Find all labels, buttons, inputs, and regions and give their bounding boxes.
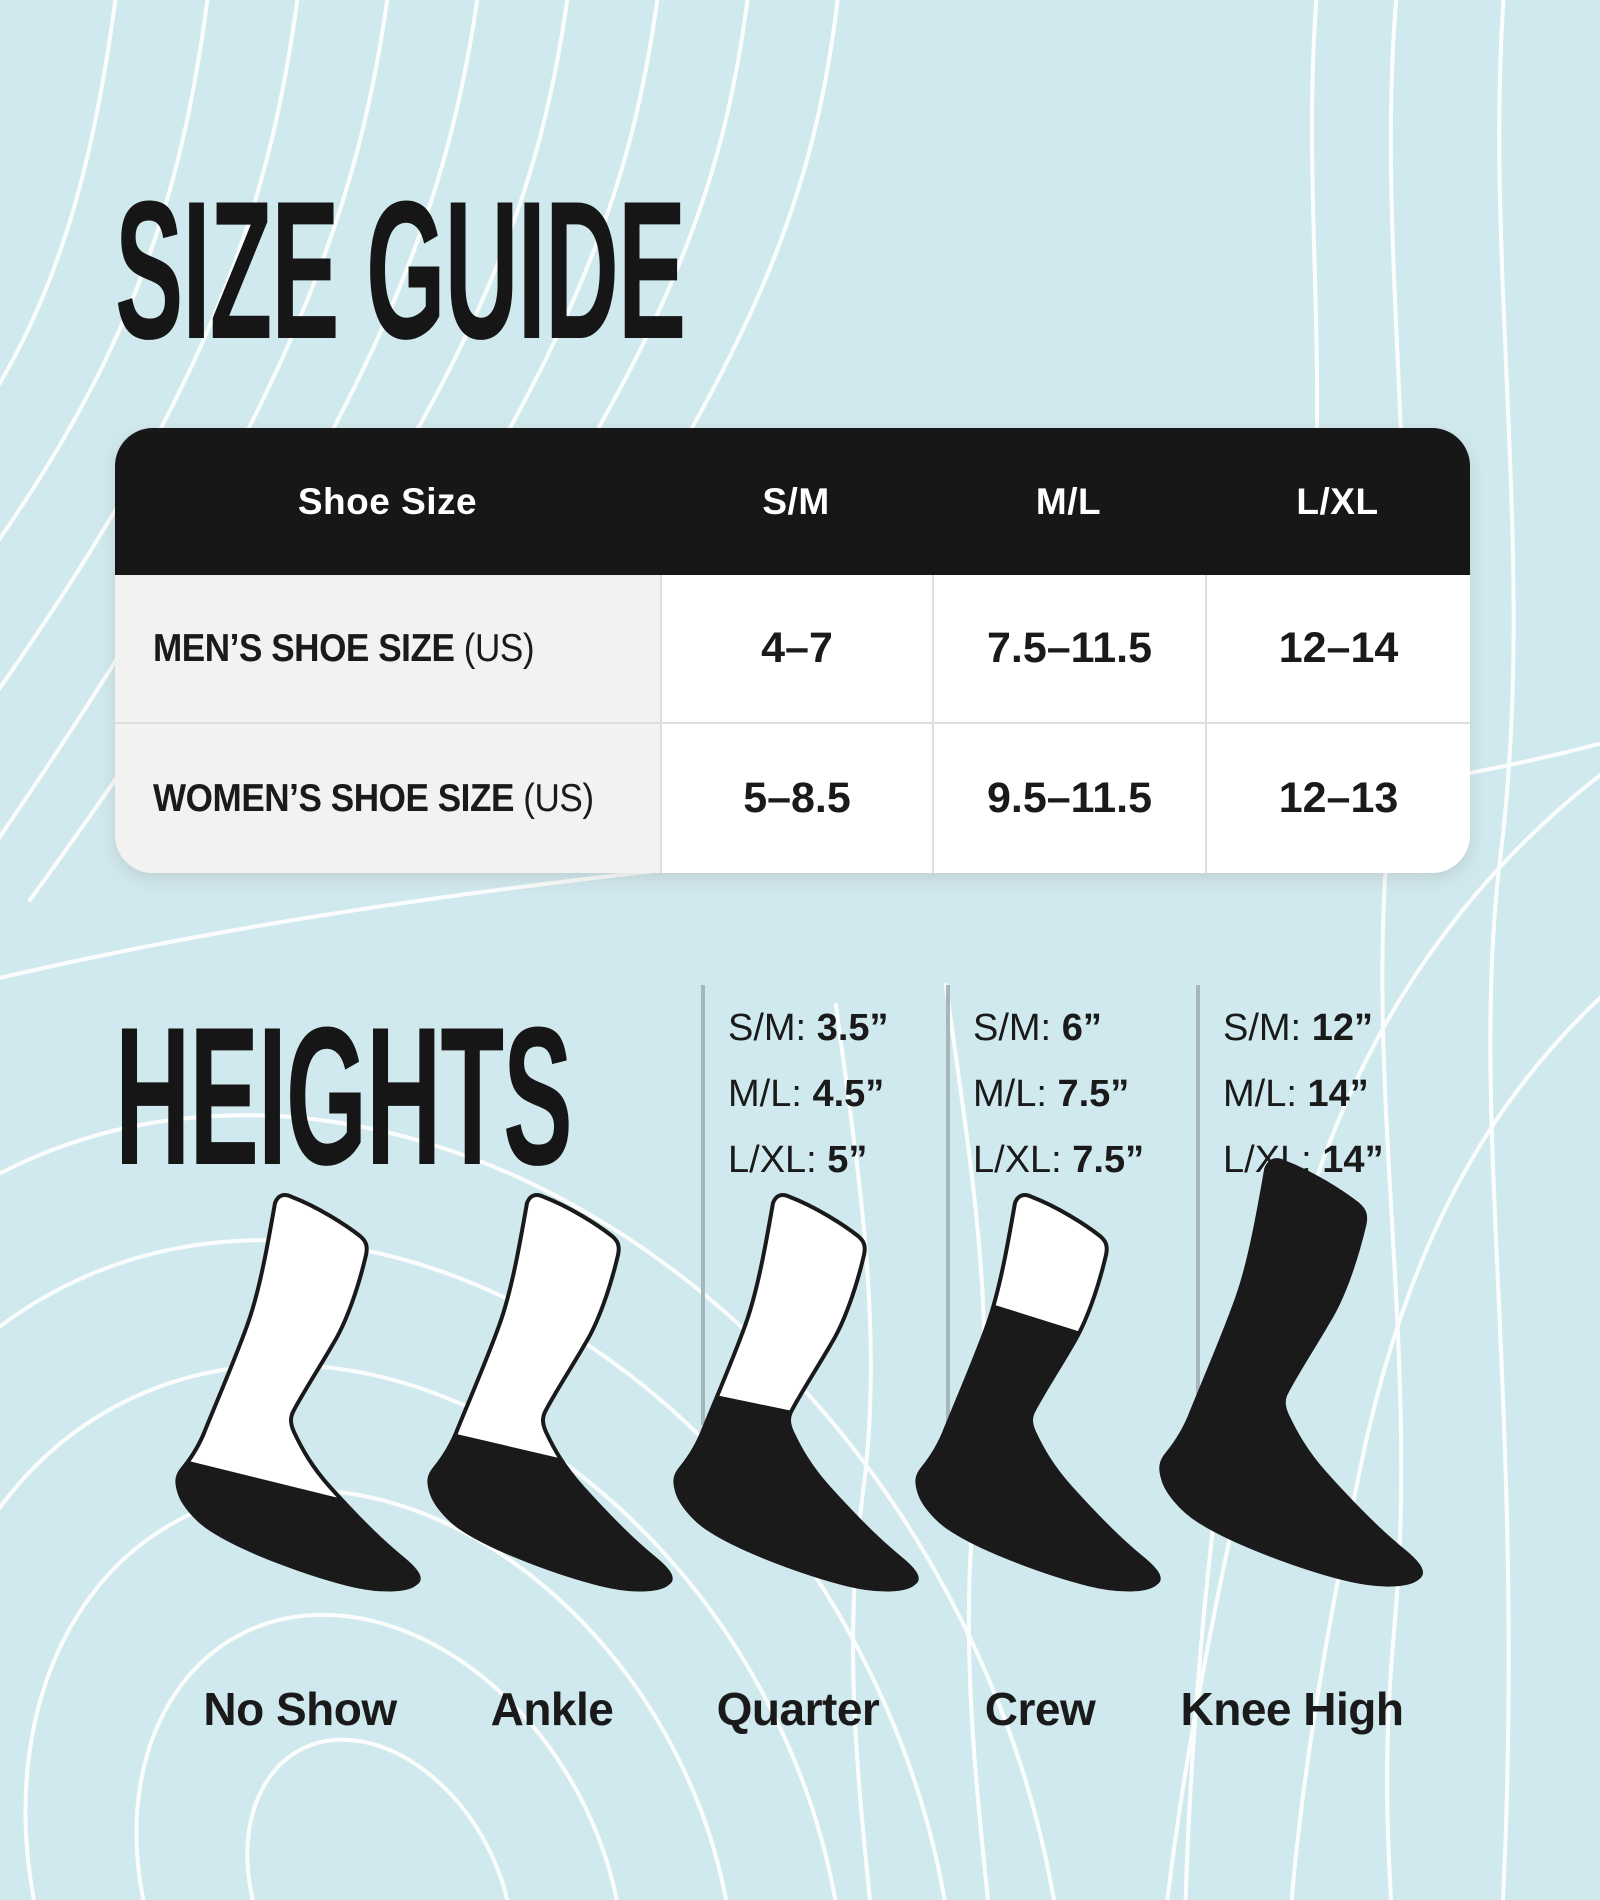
table-header-ml: M/L xyxy=(1035,480,1102,522)
mens-row-label: MEN’S SHOE SIZE (US) xyxy=(153,626,535,670)
table-header-shoe-size: Shoe Size xyxy=(297,480,478,522)
mens-sm-value: 4–7 xyxy=(660,575,932,724)
mens-ml-value: 7.5–11.5 xyxy=(932,575,1205,724)
sock-illustration-no-show xyxy=(150,1151,430,1601)
womens-sm-value: 5–8.5 xyxy=(660,724,932,873)
spec-divider-knee-high xyxy=(1196,985,1200,1425)
sock-style-label-quarter: Quarter xyxy=(716,1683,880,1735)
table-header-sm: S/M xyxy=(762,480,830,522)
sock-illustration-crew xyxy=(890,1151,1170,1601)
womens-ml-value: 9.5–11.5 xyxy=(932,724,1205,873)
sock-style-label-crew: Crew xyxy=(984,1683,1096,1735)
table-header-lxl: L/XL xyxy=(1296,480,1379,522)
womens-row-label: WOMEN’S SHOE SIZE (US) xyxy=(153,776,594,820)
table-row-womens: WOMEN’S SHOE SIZE (US) 5–8.5 9.5–11.5 12… xyxy=(115,724,1470,873)
sock-style-label-knee-high: Knee High xyxy=(1180,1683,1404,1735)
sock-style-label-no-show: No Show xyxy=(203,1683,397,1735)
shoe-size-table: Shoe Size S/M M/L L/XL MEN’S SHOE SIZE (… xyxy=(115,428,1470,873)
spec-divider-quarter xyxy=(701,985,705,1425)
spec-divider-crew xyxy=(946,985,950,1425)
womens-lxl-value: 12–13 xyxy=(1205,724,1470,873)
heights-spec-crew: S/M: 6” M/L: 7.5” L/XL: 7.5” xyxy=(973,1007,1145,1181)
size-guide-title: SIZE GUIDE xyxy=(115,160,686,380)
heights-title: HEIGHTS xyxy=(115,986,573,1206)
heights-spec-quarter: S/M: 3.5” M/L: 4.5” L/XL: 5” xyxy=(728,1007,889,1181)
sock-illustration-knee-high xyxy=(1142,1151,1423,1601)
sock-illustration-quarter xyxy=(648,1151,928,1601)
sock-style-label-ankle: Ankle xyxy=(490,1683,614,1735)
table-row-mens: MEN’S SHOE SIZE (US) 4–7 7.5–11.5 12–14 xyxy=(115,575,1470,724)
sock-illustration-ankle xyxy=(402,1151,682,1601)
table-header-row: Shoe Size S/M M/L L/XL xyxy=(115,428,1470,575)
mens-lxl-value: 12–14 xyxy=(1205,575,1470,724)
heights-spec-knee-high: S/M: 12” M/L: 14” L/XL: 14” xyxy=(1223,1007,1384,1181)
